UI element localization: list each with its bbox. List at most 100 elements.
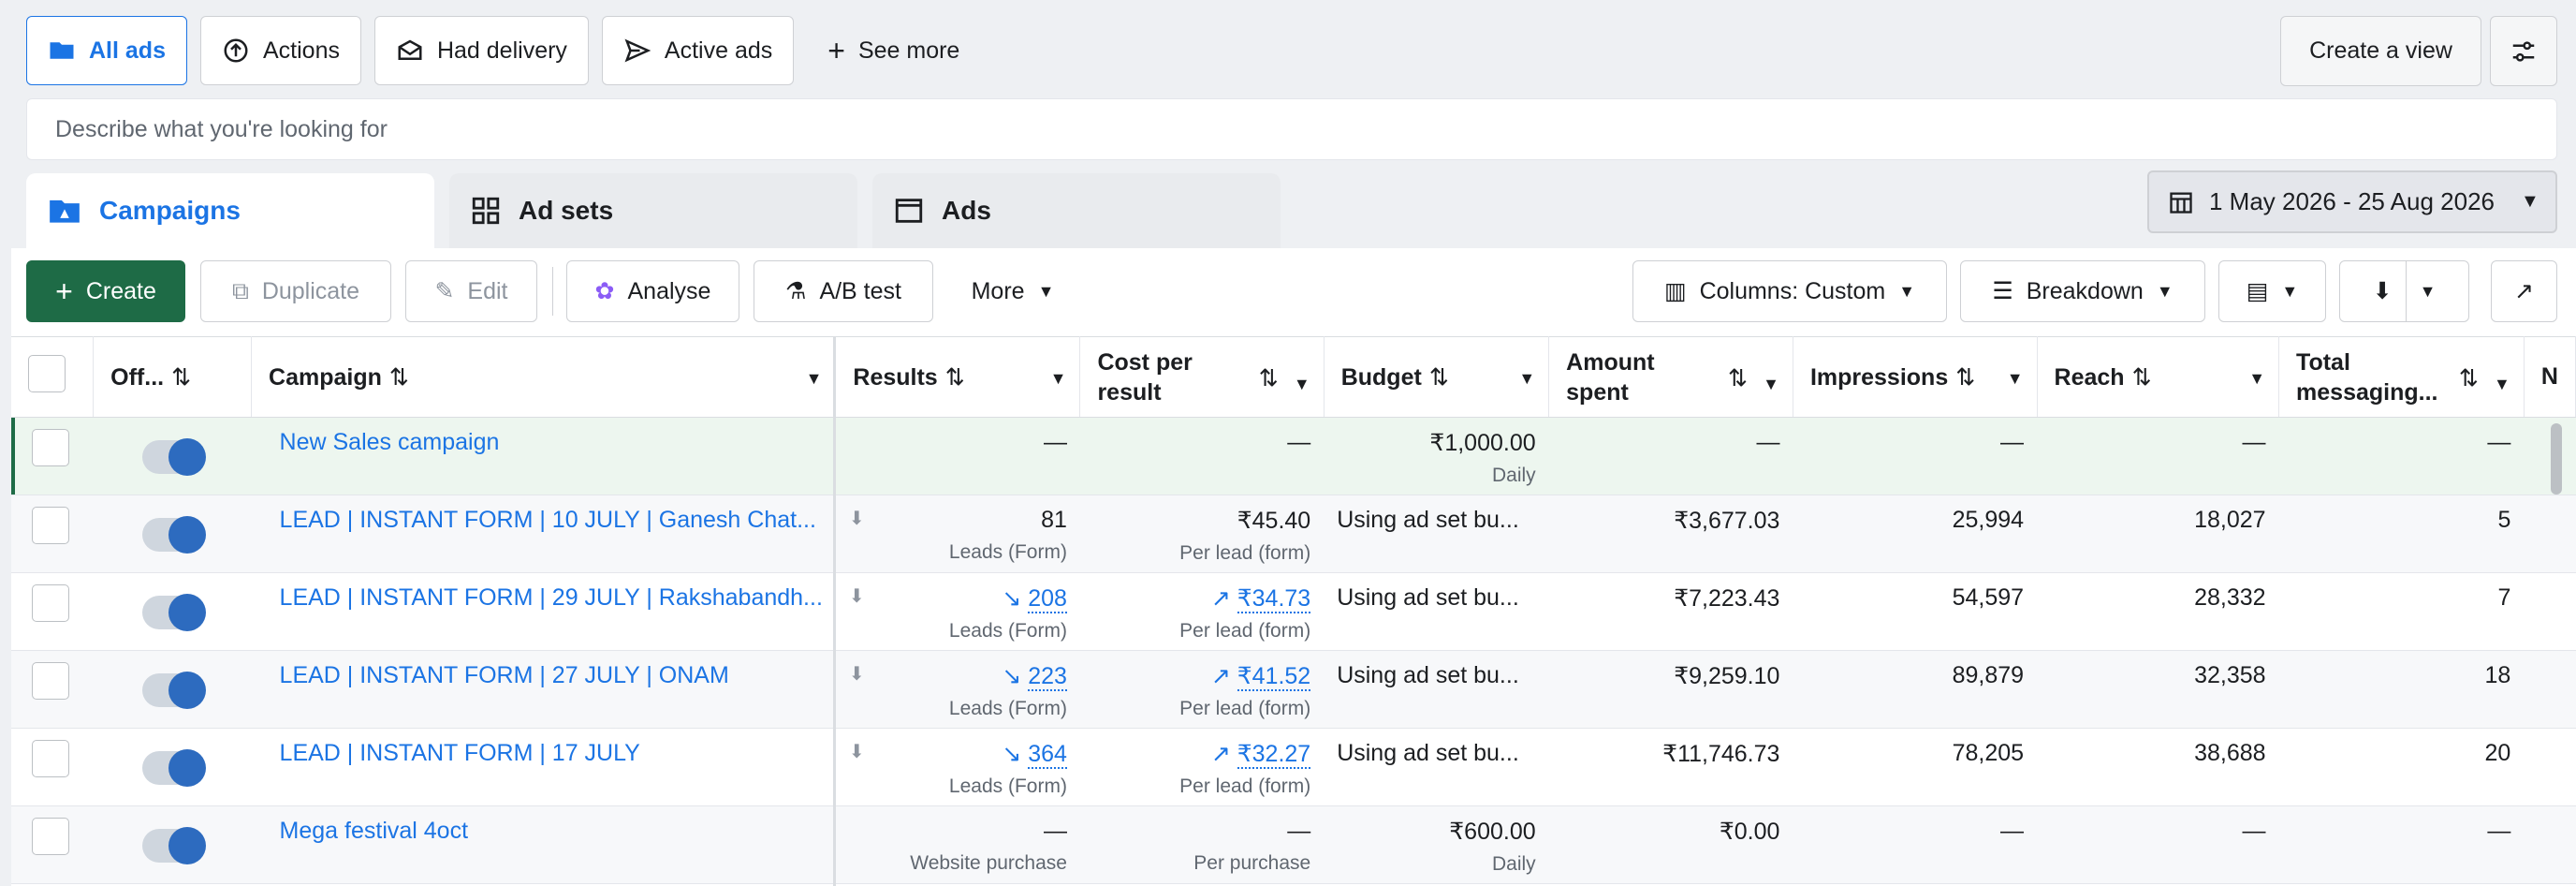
vertical-scrollbar[interactable] <box>2551 423 2562 495</box>
download-icon[interactable]: ⬇ <box>848 509 865 529</box>
campaign-name-link[interactable]: Mega festival 4oct <box>279 818 469 844</box>
row-checkbox[interactable] <box>32 584 69 622</box>
campaign-name-link[interactable]: LEAD | INSTANT FORM | 27 JULY | ONAM <box>279 662 729 688</box>
campaign-name-link[interactable]: LEAD | INSTANT FORM | 29 JULY | Rakshaba… <box>279 584 823 611</box>
create-view-button[interactable]: Create a view <box>2280 16 2481 86</box>
duplicate-button[interactable]: ⧉ Duplicate <box>200 260 391 322</box>
col-results[interactable]: Results ⇅ ▼ <box>835 336 1081 418</box>
sort-icon[interactable]: ⇅ <box>2131 363 2152 391</box>
download-icon[interactable]: ⬇ <box>848 742 865 762</box>
campaign-name-link[interactable]: LEAD | INSTANT FORM | 10 JULY | Ganesh C… <box>279 507 816 533</box>
toggle-cell[interactable] <box>93 728 252 806</box>
more-button[interactable]: More ▼ <box>947 260 1078 322</box>
row-checkbox[interactable] <box>32 740 69 777</box>
campaign-cell[interactable]: LEAD | INSTANT FORM | 10 JULY | Ganesh C… <box>251 495 836 573</box>
col-impressions[interactable]: Impressions ⇅ ▼ <box>1793 336 2038 418</box>
caret-down-icon[interactable]: ▼ <box>2494 375 2510 393</box>
campaign-name-link[interactable]: LEAD | INSTANT FORM | 17 JULY <box>279 740 640 766</box>
campaign-cell[interactable]: New Sales campaign <box>251 417 836 495</box>
sort-icon[interactable]: ⇅ <box>944 363 965 391</box>
cost-value[interactable]: ₹41.52 <box>1237 663 1311 691</box>
filter-actions[interactable]: Actions <box>199 16 361 85</box>
sort-icon[interactable]: ⇅ <box>1728 365 1748 391</box>
campaign-cell[interactable]: LEAD | INSTANT FORM | 29 JULY | Rakshaba… <box>251 572 836 651</box>
analyse-button[interactable]: ✿ Analyse <box>566 260 739 322</box>
create-button[interactable]: + Create <box>26 260 185 322</box>
row-checkbox[interactable] <box>32 507 69 544</box>
delivery-toggle[interactable] <box>141 749 206 787</box>
ab-test-button[interactable]: ⚗ A/B test <box>754 260 933 322</box>
delivery-toggle[interactable] <box>141 827 206 864</box>
row-select-cell[interactable] <box>11 805 94 884</box>
delivery-toggle[interactable] <box>141 594 206 631</box>
tab-ads[interactable]: Ads <box>872 173 1281 248</box>
delivery-toggle[interactable] <box>141 438 206 476</box>
table-row[interactable]: LEAD | INSTANT FORM | 10 JULY | Ganesh C… <box>11 495 2576 573</box>
chart-button[interactable]: ↗ <box>2491 260 2557 322</box>
row-select-cell[interactable] <box>11 417 94 495</box>
caret-down-icon[interactable]: ▼ <box>1293 375 1310 393</box>
table-row[interactable]: LEAD | INSTANT FORM | 29 JULY | Rakshaba… <box>11 572 2576 651</box>
download-icon[interactable]: ⬇ <box>848 586 865 607</box>
row-select-cell[interactable] <box>11 728 94 806</box>
col-budget[interactable]: Budget ⇅ ▼ <box>1324 336 1550 418</box>
toggle-cell[interactable] <box>93 495 252 573</box>
results-value[interactable]: 208 <box>1028 585 1067 613</box>
filter-settings-button[interactable] <box>2490 16 2557 86</box>
table-row[interactable]: LEAD | INSTANT FORM | 27 JULY | ONAM ⬇ ↘ … <box>11 650 2576 729</box>
col-next[interactable]: N <box>2524 336 2576 418</box>
sort-icon[interactable]: ⇅ <box>1258 365 1279 391</box>
row-select-cell[interactable] <box>11 495 94 573</box>
col-total-messaging[interactable]: Total messaging... ⇅ ▼ <box>2278 336 2525 418</box>
filter-had-delivery[interactable]: Had delivery <box>373 16 589 85</box>
row-checkbox[interactable] <box>32 818 69 855</box>
cost-value[interactable]: ₹34.73 <box>1237 585 1311 613</box>
caret-down-icon[interactable]: ▼ <box>805 369 823 388</box>
export-button[interactable]: ⬇ ▼ <box>2339 260 2469 322</box>
select-all-checkbox[interactable] <box>28 355 66 392</box>
campaign-cell[interactable]: LEAD | INSTANT FORM | 17 JULY <box>251 728 836 806</box>
sort-icon[interactable]: ⇅ <box>388 363 409 391</box>
sort-icon[interactable]: ⇅ <box>2458 365 2479 391</box>
caret-down-icon[interactable]: ▼ <box>1518 369 1536 388</box>
toggle-cell[interactable] <box>93 650 252 729</box>
col-campaign[interactable]: Campaign ⇅ ▼ <box>251 336 837 418</box>
delivery-toggle[interactable] <box>141 516 206 554</box>
row-checkbox[interactable] <box>32 429 69 466</box>
tab-campaigns[interactable]: Campaigns <box>26 173 434 248</box>
cost-value[interactable]: ₹32.27 <box>1237 741 1311 769</box>
campaign-cell[interactable]: Mega festival 4oct <box>251 805 836 884</box>
edit-button[interactable]: ✎ Edit <box>405 260 537 322</box>
table-row[interactable]: LEAD | INSTANT FORM | 17 JULY ⬇ ↘ 364 Lead… <box>11 728 2576 806</box>
row-select-cell[interactable] <box>11 650 94 729</box>
results-value[interactable]: 223 <box>1028 663 1067 691</box>
search-input[interactable]: Describe what you're looking for <box>26 98 2557 160</box>
see-more-button[interactable]: + See more <box>807 16 980 85</box>
caret-down-icon[interactable]: ▼ <box>2006 369 2024 388</box>
campaign-name-link[interactable]: New Sales campaign <box>279 429 500 455</box>
filter-all-ads[interactable]: All ads <box>26 16 187 85</box>
toggle-cell[interactable] <box>93 805 252 884</box>
col-reach[interactable]: Reach ⇅ ▼ <box>2037 336 2280 418</box>
caret-down-icon[interactable]: ▼ <box>1763 375 1779 393</box>
row-checkbox[interactable] <box>32 662 69 700</box>
breakdown-button[interactable]: ☰ Breakdown ▼ <box>1960 260 2205 322</box>
sort-icon[interactable]: ⇅ <box>1428 363 1449 391</box>
sort-icon[interactable]: ⇅ <box>171 363 192 391</box>
campaign-cell[interactable]: LEAD | INSTANT FORM | 27 JULY | ONAM <box>251 650 836 729</box>
tab-ad-sets[interactable]: Ad sets <box>449 173 857 248</box>
table-row[interactable]: New Sales campaign — — ₹1,000.00 Daily — … <box>11 417 2576 495</box>
delivery-toggle[interactable] <box>141 672 206 709</box>
row-select-cell[interactable] <box>11 572 94 651</box>
select-all-header[interactable] <box>11 336 95 418</box>
toggle-cell[interactable] <box>93 572 252 651</box>
col-amount-spent[interactable]: Amount spent ⇅ ▼ <box>1548 336 1793 418</box>
caret-down-icon[interactable]: ▼ <box>2248 369 2266 388</box>
results-value[interactable]: 364 <box>1028 741 1067 769</box>
reports-button[interactable]: ▤ ▼ <box>2218 260 2326 322</box>
col-off[interactable]: Off... ⇅ <box>93 336 253 418</box>
download-icon[interactable]: ⬇ <box>848 664 865 685</box>
sort-icon[interactable]: ⇅ <box>1955 363 1976 391</box>
caret-down-icon[interactable]: ▼ <box>1049 369 1067 388</box>
table-row[interactable]: Mega festival 4oct — Website purchase — Pe… <box>11 805 2576 884</box>
